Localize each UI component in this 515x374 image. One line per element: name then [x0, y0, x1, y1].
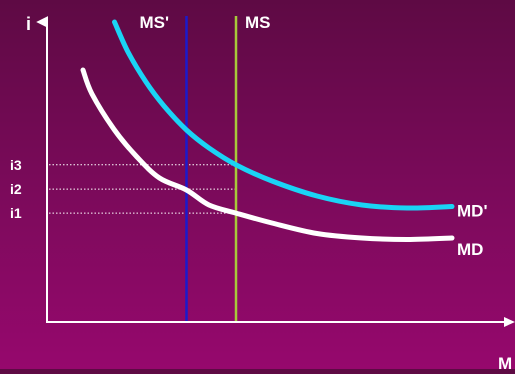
- money-demand-curve-2: [112, 19, 455, 211]
- chart-labels: i3 i2 i1 MS' MS MD MD': [10, 13, 487, 259]
- x-axis-label: M: [498, 354, 512, 369]
- money-demand-curves: [80, 19, 455, 243]
- y-axis-label: i: [26, 14, 31, 34]
- money-supply-lines: [185, 16, 238, 322]
- tick-label-i2: i2: [10, 181, 22, 197]
- money-demand-label-2: MD': [457, 202, 487, 221]
- x-axis-arrowhead: [504, 317, 515, 327]
- money-supply-label-2: MS: [245, 13, 271, 32]
- money-demand-label-1: MD: [457, 240, 483, 259]
- tick-label-i1: i1: [10, 205, 22, 221]
- axes: i M: [26, 14, 515, 373]
- money-demand-curve-1: [80, 67, 455, 243]
- money-supply-label-1: MS': [140, 13, 170, 32]
- tick-label-i3: i3: [10, 157, 22, 173]
